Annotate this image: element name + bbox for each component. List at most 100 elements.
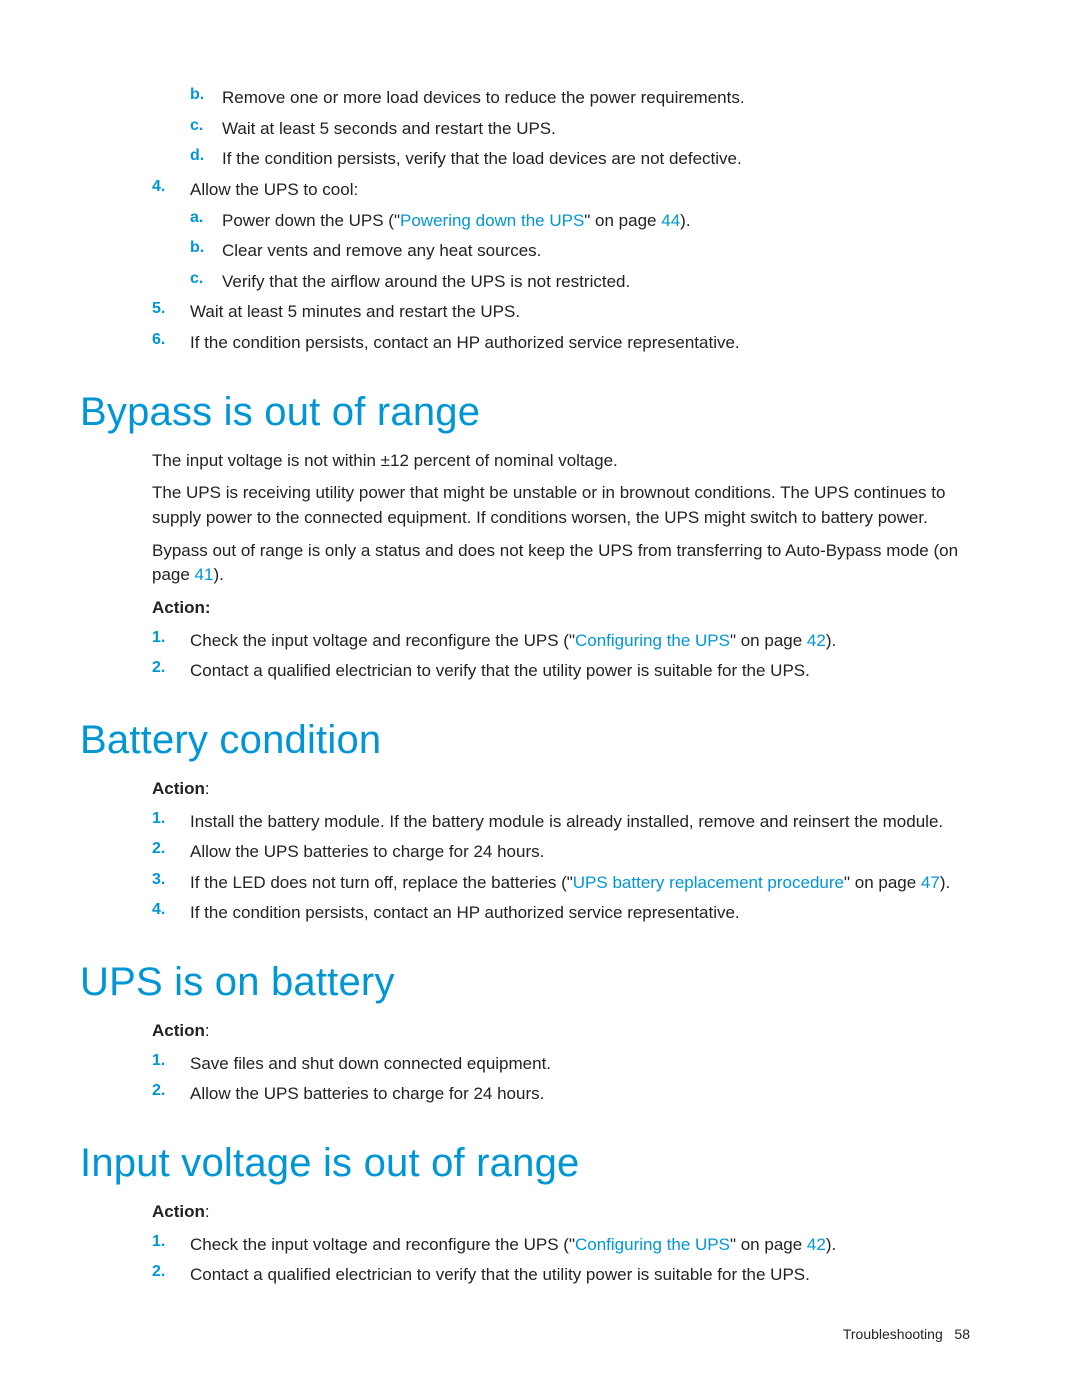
alpha-marker: c. xyxy=(190,117,222,135)
text-mid: " on page xyxy=(584,211,661,230)
alpha-marker: b. xyxy=(190,239,222,257)
text-end: ). xyxy=(826,1235,836,1254)
num-marker: 1. xyxy=(152,810,190,828)
heading-battery: Battery condition xyxy=(80,718,970,763)
list-text: If the condition persists, contact an HP… xyxy=(190,901,740,926)
num-marker: 1. xyxy=(152,1233,190,1251)
page-ref[interactable]: 41 xyxy=(195,565,214,584)
action-word: Action xyxy=(152,1202,205,1221)
list-item: 1. Check the input voltage and reconfigu… xyxy=(152,1233,970,1258)
list-item: c. Wait at least 5 seconds and restart t… xyxy=(190,117,970,142)
paragraph: The input voltage is not within ±12 perc… xyxy=(152,449,970,474)
list-text: Allow the UPS batteries to charge for 24… xyxy=(190,840,544,865)
list-text: Power down the UPS ("Powering down the U… xyxy=(222,209,691,234)
action-word: Action xyxy=(152,779,205,798)
text-pre: Check the input voltage and reconfigure … xyxy=(190,631,575,650)
num-marker: 6. xyxy=(152,331,190,349)
alpha-marker: d. xyxy=(190,147,222,165)
list-item: 3. If the LED does not turn off, replace… xyxy=(152,871,970,896)
heading-input-voltage: Input voltage is out of range xyxy=(80,1141,970,1186)
num-marker: 3. xyxy=(152,871,190,889)
list-text: Check the input voltage and reconfigure … xyxy=(190,629,836,654)
page-footer: Troubleshooting 58 xyxy=(843,1326,970,1342)
list-item: 2. Allow the UPS batteries to charge for… xyxy=(152,1082,970,1107)
text-mid: " on page xyxy=(844,873,921,892)
text-pre: Bypass out of range is only a status and… xyxy=(152,541,958,585)
content-block: b. Remove one or more load devices to re… xyxy=(80,86,970,1288)
list-item: d. If the condition persists, verify tha… xyxy=(190,147,970,172)
link-configuring-ups[interactable]: Configuring the UPS xyxy=(575,631,730,650)
page-ref[interactable]: 42 xyxy=(807,631,826,650)
list-text: Wait at least 5 seconds and restart the … xyxy=(222,117,556,142)
list-item: 2. Allow the UPS batteries to charge for… xyxy=(152,840,970,865)
list-item: b. Remove one or more load devices to re… xyxy=(190,86,970,111)
colon: : xyxy=(205,1202,210,1221)
list-item: 4. If the condition persists, contact an… xyxy=(152,901,970,926)
num-marker: 1. xyxy=(152,629,190,647)
colon: : xyxy=(205,1021,210,1040)
list-text: If the condition persists, contact an HP… xyxy=(190,331,740,356)
num-marker: 2. xyxy=(152,659,190,677)
list-text: Verify that the airflow around the UPS i… xyxy=(222,270,630,295)
heading-on-battery: UPS is on battery xyxy=(80,960,970,1005)
heading-bypass: Bypass is out of range xyxy=(80,390,970,435)
list-text: Allow the UPS batteries to charge for 24… xyxy=(190,1082,544,1107)
list-text: If the LED does not turn off, replace th… xyxy=(190,871,950,896)
text-end: ). xyxy=(826,631,836,650)
list-item: 1. Install the battery module. If the ba… xyxy=(152,810,970,835)
list-item: 2. Contact a qualified electrician to ve… xyxy=(152,659,970,684)
footer-section-label: Troubleshooting xyxy=(843,1326,943,1342)
alpha-marker: b. xyxy=(190,86,222,104)
text-pre: If the LED does not turn off, replace th… xyxy=(190,873,573,892)
num-marker: 4. xyxy=(152,901,190,919)
paragraph: The UPS is receiving utility power that … xyxy=(152,481,970,530)
num-marker: 2. xyxy=(152,1082,190,1100)
text-pre: Check the input voltage and reconfigure … xyxy=(190,1235,575,1254)
text-end: ). xyxy=(940,873,950,892)
page: b. Remove one or more load devices to re… xyxy=(0,0,1080,1397)
list-item: c. Verify that the airflow around the UP… xyxy=(190,270,970,295)
colon: : xyxy=(205,779,210,798)
text-pre: Power down the UPS (" xyxy=(222,211,400,230)
list-item: 1. Save files and shut down connected eq… xyxy=(152,1052,970,1077)
action-word: Action xyxy=(152,1021,205,1040)
num-marker: 1. xyxy=(152,1052,190,1070)
num-marker: 5. xyxy=(152,300,190,318)
list-item: 5. Wait at least 5 minutes and restart t… xyxy=(152,300,970,325)
num-marker: 2. xyxy=(152,840,190,858)
list-item: a. Power down the UPS ("Powering down th… xyxy=(190,209,970,234)
link-configuring-ups[interactable]: Configuring the UPS xyxy=(575,1235,730,1254)
paragraph: Bypass out of range is only a status and… xyxy=(152,539,970,588)
page-ref[interactable]: 44 xyxy=(661,211,680,230)
alpha-marker: a. xyxy=(190,209,222,227)
list-text: Save files and shut down connected equip… xyxy=(190,1052,551,1077)
list-text: Clear vents and remove any heat sources. xyxy=(222,239,541,264)
num-marker: 2. xyxy=(152,1263,190,1281)
action-label: Action: xyxy=(152,777,970,802)
list-item: 6. If the condition persists, contact an… xyxy=(152,331,970,356)
action-label: Action: xyxy=(152,1019,970,1044)
list-text: Wait at least 5 minutes and restart the … xyxy=(190,300,520,325)
alpha-marker: c. xyxy=(190,270,222,288)
link-powering-down-ups[interactable]: Powering down the UPS xyxy=(400,211,584,230)
action-label: Action: xyxy=(152,596,970,621)
list-item: 1. Check the input voltage and reconfigu… xyxy=(152,629,970,654)
list-text: Contact a qualified electrician to verif… xyxy=(190,659,810,684)
list-text: Install the battery module. If the batte… xyxy=(190,810,943,835)
link-battery-replacement[interactable]: UPS battery replacement procedure xyxy=(573,873,844,892)
page-ref[interactable]: 42 xyxy=(807,1235,826,1254)
text-mid: " on page xyxy=(730,631,807,650)
text-end: ). xyxy=(213,565,223,584)
list-item: 2. Contact a qualified electrician to ve… xyxy=(152,1263,970,1288)
text-mid: " on page xyxy=(730,1235,807,1254)
list-text: Remove one or more load devices to reduc… xyxy=(222,86,745,111)
text-end: ). xyxy=(680,211,690,230)
action-label: Action: xyxy=(152,1200,970,1225)
page-ref[interactable]: 47 xyxy=(921,873,940,892)
num-marker: 4. xyxy=(152,178,190,196)
list-item: b. Clear vents and remove any heat sourc… xyxy=(190,239,970,264)
list-text: Check the input voltage and reconfigure … xyxy=(190,1233,836,1258)
list-text: Allow the UPS to cool: xyxy=(190,178,358,203)
list-text: If the condition persists, verify that t… xyxy=(222,147,742,172)
footer-page-number: 58 xyxy=(954,1326,970,1342)
